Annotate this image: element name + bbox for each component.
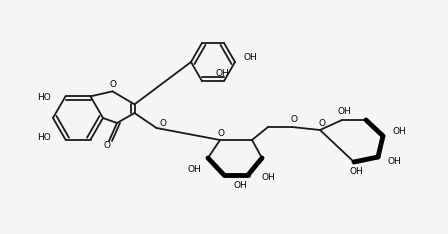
Text: O: O <box>290 116 297 124</box>
Text: O: O <box>319 118 326 128</box>
Text: OH: OH <box>262 172 276 182</box>
Text: OH: OH <box>215 69 229 77</box>
Text: HO: HO <box>37 93 51 102</box>
Text: OH: OH <box>349 168 363 176</box>
Text: HO: HO <box>37 133 51 142</box>
Text: OH: OH <box>393 128 407 136</box>
Text: OH: OH <box>337 107 351 117</box>
Text: OH: OH <box>187 165 201 175</box>
Text: O: O <box>103 142 111 150</box>
Text: OH: OH <box>243 52 257 62</box>
Text: O: O <box>109 80 116 89</box>
Text: O: O <box>217 128 224 138</box>
Text: OH: OH <box>234 180 248 190</box>
Text: OH: OH <box>388 157 402 167</box>
Text: O: O <box>159 118 167 128</box>
